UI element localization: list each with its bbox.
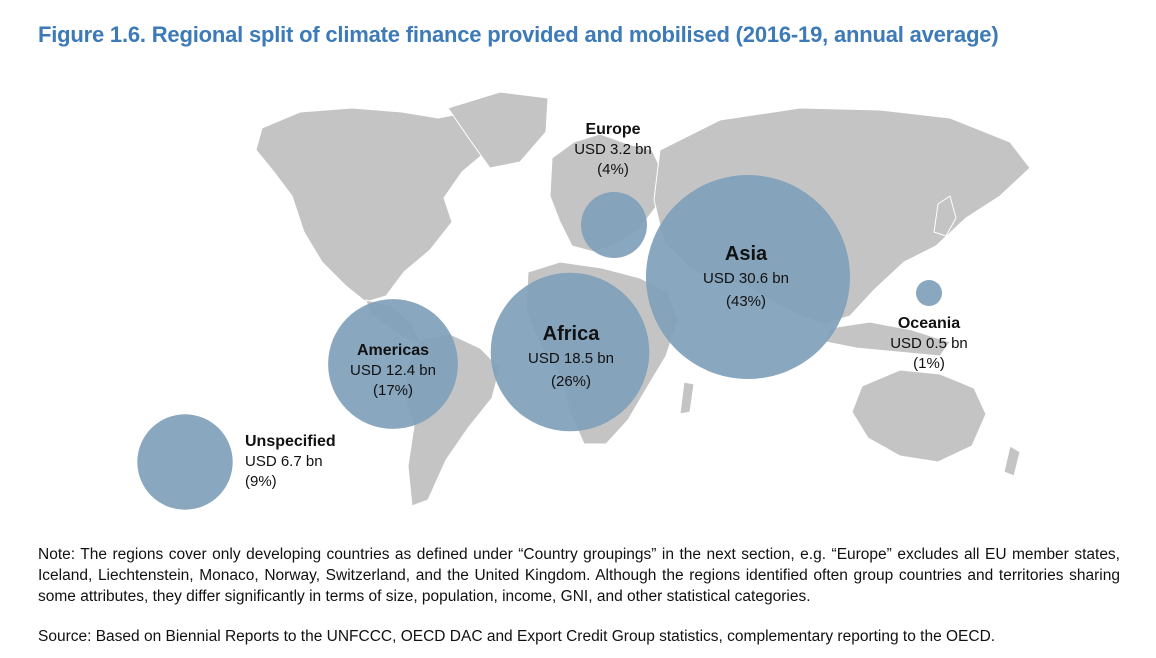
label-asia-name: Asia <box>725 243 768 265</box>
label-africa-name: Africa <box>543 323 601 345</box>
label-oceania-value: USD 0.5 bn <box>890 335 968 352</box>
label-oceania-share: (1%) <box>913 355 945 372</box>
label-asia-value: USD 30.6 bn <box>703 270 789 287</box>
label-unspecified-value: USD 6.7 bn <box>245 453 323 470</box>
bubble-map: Europe USD 3.2 bn (4%) Asia USD 30.6 bn (43%)… <box>137 91 1031 510</box>
land-new-zealand <box>1003 445 1021 477</box>
bubble-oceania <box>916 280 942 306</box>
label-asia-share: (43%) <box>726 293 766 310</box>
label-americas-value: USD 12.4 bn <box>350 362 436 379</box>
label-americas-share: (17%) <box>373 382 413 399</box>
land-madagascar <box>679 381 695 415</box>
label-americas-name: Americas <box>357 342 429 359</box>
bubbles-layer <box>137 175 942 510</box>
labels-layer: Europe USD 3.2 bn (4%) Asia USD 30.6 bn (43%)… <box>245 121 968 490</box>
label-africa-value: USD 18.5 bn <box>528 350 614 367</box>
bubble-unspecified <box>137 414 233 510</box>
land-japan <box>933 195 957 237</box>
figure-note: Note: The regions cover only developing … <box>38 546 1120 605</box>
bubble-americas <box>328 299 458 429</box>
label-unspecified-share: (9%) <box>245 473 277 490</box>
figure-title: Figure 1.6. Regional split of climate fi… <box>38 22 999 47</box>
land-se-asia-islands <box>825 321 951 357</box>
land-australia <box>851 369 987 463</box>
label-unspecified-name: Unspecified <box>245 433 336 450</box>
land-greenland <box>447 91 549 169</box>
land-north-america <box>255 107 501 303</box>
label-africa-share: (26%) <box>551 373 591 390</box>
bubble-europe <box>581 192 647 258</box>
label-europe-share: (4%) <box>597 161 629 178</box>
label-europe-name: Europe <box>585 121 640 138</box>
figure-source: Source: Based on Biennial Reports to the… <box>38 628 996 645</box>
bubble-africa <box>490 272 650 432</box>
bubble-asia <box>646 175 850 379</box>
label-oceania-name: Oceania <box>898 315 960 332</box>
label-europe-value: USD 3.2 bn <box>574 141 652 158</box>
